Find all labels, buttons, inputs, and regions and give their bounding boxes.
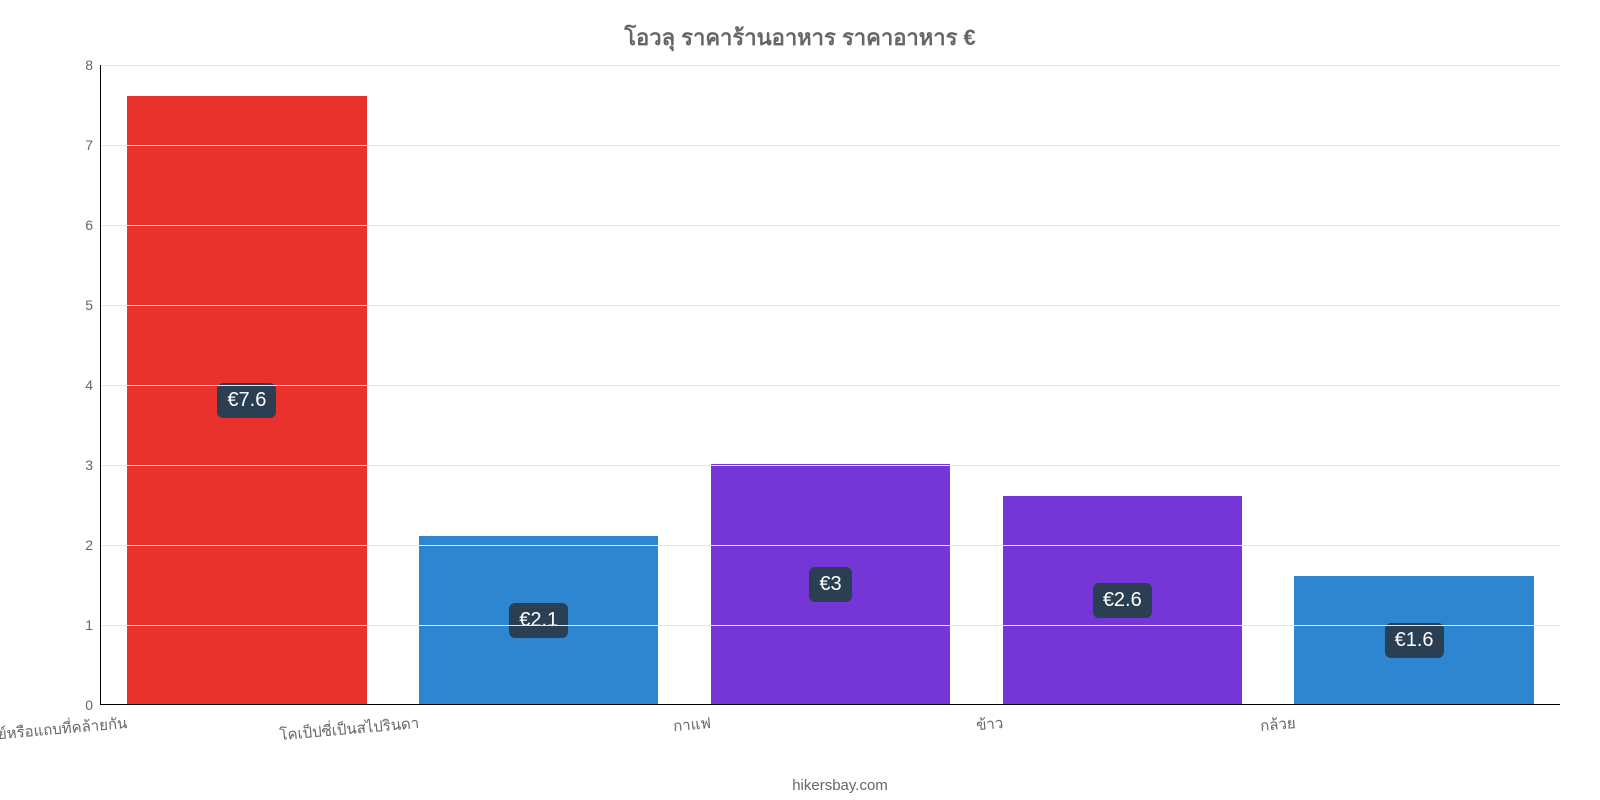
bar-slot: €2.6 xyxy=(976,496,1268,704)
chart-container: โอวลุ ราคาร้านอาหาร ราคาอาหาร € €7.6 €2.1… xyxy=(0,0,1600,800)
ytick-label: 4 xyxy=(85,377,101,393)
ytick-label: 0 xyxy=(85,697,101,713)
chart-credit: hikersbay.com xyxy=(40,777,1600,794)
gridline xyxy=(101,225,1560,226)
ytick-label: 2 xyxy=(85,537,101,553)
xtick-label: เบอร์เกอร์ Mac กษัตริย์หรือแถบที่คล้ายกั… xyxy=(0,711,128,758)
bar-slot: €2.1 xyxy=(393,536,685,704)
bar: €2.6 xyxy=(1003,496,1242,704)
gridline xyxy=(101,545,1560,546)
bar-slot: €7.6 xyxy=(101,96,393,704)
gridline xyxy=(101,625,1560,626)
bar-value-label: €2.1 xyxy=(509,603,568,638)
gridline xyxy=(101,65,1560,66)
ytick-label: 5 xyxy=(85,297,101,313)
xtick-label: ข้าว xyxy=(975,711,1004,737)
gridline xyxy=(101,465,1560,466)
bar: €7.6 xyxy=(127,96,366,704)
gridline xyxy=(101,145,1560,146)
xtick-label: กาแฟ xyxy=(673,711,713,738)
bar-value-label: €3 xyxy=(809,567,851,602)
ytick-label: 6 xyxy=(85,217,101,233)
gridline xyxy=(101,385,1560,386)
ytick-label: 1 xyxy=(85,617,101,633)
bar-value-label: €1.6 xyxy=(1385,623,1444,658)
bar: €2.1 xyxy=(419,536,658,704)
xtick-label: โคเป็ปซี่เป็นสไปรินดา xyxy=(279,711,421,747)
bar: €1.6 xyxy=(1294,576,1533,704)
bar-value-label: €7.6 xyxy=(217,383,276,418)
chart-title: โอวลุ ราคาร้านอาหาร ราคาอาหาร € xyxy=(40,20,1560,55)
bar-value-label: €2.6 xyxy=(1093,583,1152,618)
bar: €3 xyxy=(711,464,950,704)
plot-area: €7.6€2.1€3€2.6€1.6 012345678 xyxy=(100,65,1560,705)
bar-slot: €3 xyxy=(685,464,977,704)
bar-slot: €1.6 xyxy=(1268,576,1560,704)
ytick-label: 7 xyxy=(85,137,101,153)
ytick-label: 8 xyxy=(85,57,101,73)
gridline xyxy=(101,305,1560,306)
xtick-label: กล้วย xyxy=(1259,711,1296,738)
x-axis: เบอร์เกอร์ Mac กษัตริย์หรือแถบที่คล้ายกั… xyxy=(100,705,1560,765)
ytick-label: 3 xyxy=(85,457,101,473)
